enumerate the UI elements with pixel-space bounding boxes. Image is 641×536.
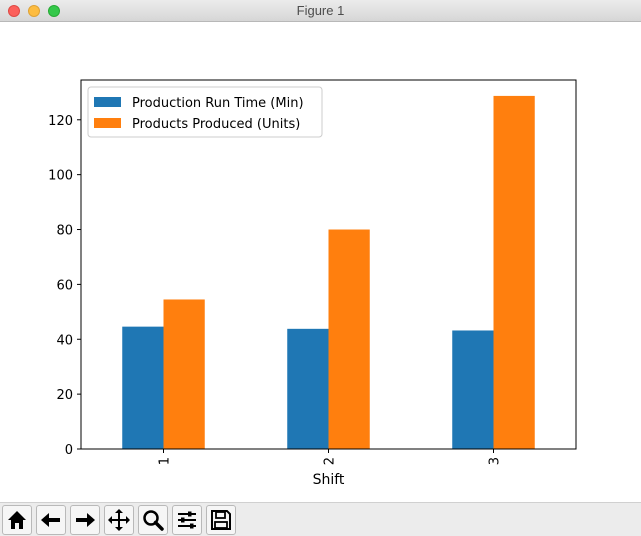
y-tick-label: 20 [56,388,73,403]
pan-button[interactable] [104,505,134,535]
y-tick-label: 100 [48,169,73,184]
x-tick-label: 1 [158,457,173,465]
configure-subplots-icon [178,511,196,529]
bar-series2-shift-3 [493,95,535,449]
legend: Production Run Time (Min) Products Produc… [87,86,323,138]
home-button[interactable] [2,505,32,535]
y-tick-label: 60 [56,278,73,293]
forward-button[interactable] [70,505,100,535]
back-arrow-icon [41,513,60,527]
x-tick-label: 3 [488,457,503,465]
legend-frame [87,86,323,138]
bar-series1-shift-1 [122,326,164,449]
bar-series1-shift-2 [287,328,329,449]
figure-canvas: 0 20 40 60 80 100 120 1 2 3 Shift Production Run… [0,22,641,502]
y-tick-label: 120 [48,114,73,129]
configure-subplots-button[interactable] [172,505,202,535]
close-window-button[interactable] [8,5,20,17]
navigation-toolbar [0,502,641,536]
x-tick-label: 2 [323,457,338,465]
home-icon [8,511,26,529]
window-titlebar: Figure 1 [0,0,641,22]
bar-series2-shift-1 [163,299,205,449]
legend-label: Products Produced (Units) [132,117,300,132]
legend-swatch [94,118,121,128]
back-button[interactable] [36,505,66,535]
bar-series1-shift-3 [452,330,494,449]
maximize-window-button[interactable] [48,5,60,17]
forward-arrow-icon [76,513,95,527]
save-button[interactable] [206,505,236,535]
legend-swatch [94,97,121,107]
x-axis-label: Shift [313,472,345,488]
bar-series2-shift-2 [328,229,370,449]
zoom-icon [143,510,164,531]
window-title: Figure 1 [296,3,345,18]
legend-label: Production Run Time (Min) [132,96,304,111]
bar-chart: 0 20 40 60 80 100 120 1 2 3 Shift Production Run… [48,79,577,488]
y-tick-label: 0 [65,443,73,458]
minimize-window-button[interactable] [28,5,40,17]
y-tick-label: 80 [56,224,73,239]
zoom-button[interactable] [138,505,168,535]
save-icon [211,510,231,530]
y-tick-label: 40 [56,333,73,348]
pan-icon [108,509,130,531]
